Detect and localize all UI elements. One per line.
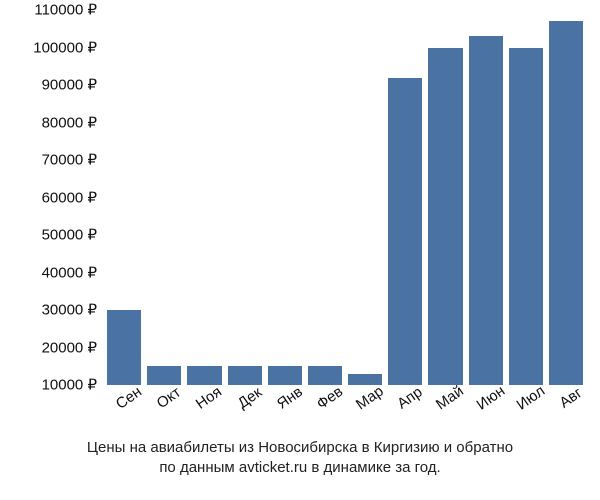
- bar-column: Май: [428, 10, 462, 385]
- bar: [428, 48, 462, 386]
- y-tick-label: 80000 ₽: [42, 115, 97, 130]
- plot-area: СенОктНояДекЯнвФевМарАпрМайИюнИюлАвг 100…: [105, 10, 585, 385]
- x-tick-label: Июн: [473, 382, 508, 413]
- x-tick-label: Май: [433, 383, 467, 414]
- bar: [469, 36, 503, 385]
- bar-column: Ноя: [187, 10, 221, 385]
- x-tick-label: Апр: [394, 383, 425, 412]
- price-chart: СенОктНояДекЯнвФевМарАпрМайИюнИюлАвг 100…: [0, 0, 600, 500]
- caption-line-1: Цены на авиабилеты из Новосибирска в Кир…: [87, 439, 513, 456]
- bar-column: Фев: [308, 10, 342, 385]
- bar-column: Дек: [228, 10, 262, 385]
- bar-column: Сен: [107, 10, 141, 385]
- bar-column: Июн: [469, 10, 503, 385]
- y-tick-label: 30000 ₽: [42, 303, 97, 318]
- chart-caption: Цены на авиабилеты из Новосибирска в Кир…: [0, 438, 600, 479]
- bar-column: Апр: [388, 10, 422, 385]
- bar: [549, 21, 583, 385]
- caption-line-2: по данным avticket.ru в динамике за год.: [159, 459, 440, 476]
- y-tick-label: 100000 ₽: [33, 40, 97, 55]
- x-tick-label: Мар: [353, 383, 387, 414]
- x-tick-label: Окт: [154, 384, 184, 412]
- x-tick-label: Ноя: [193, 383, 225, 413]
- bar: [107, 310, 141, 385]
- bar: [228, 366, 262, 385]
- y-tick-label: 10000 ₽: [42, 378, 97, 393]
- y-tick-label: 60000 ₽: [42, 190, 97, 205]
- bar-column: Янв: [268, 10, 302, 385]
- bar: [509, 48, 543, 386]
- y-tick-label: 110000 ₽: [34, 3, 97, 18]
- x-tick-label: Янв: [274, 383, 306, 412]
- y-tick-label: 90000 ₽: [42, 78, 97, 93]
- bar-column: Июл: [509, 10, 543, 385]
- bar: [268, 366, 302, 385]
- bar-column: Окт: [147, 10, 181, 385]
- x-tick-label: Дек: [234, 384, 264, 412]
- y-tick-label: 50000 ₽: [42, 228, 97, 243]
- y-tick-label: 40000 ₽: [42, 265, 97, 280]
- x-tick-label: Фев: [314, 383, 346, 413]
- bar: [147, 366, 181, 385]
- y-tick-label: 20000 ₽: [42, 340, 97, 355]
- bars-container: СенОктНояДекЯнвФевМарАпрМайИюнИюлАвг: [105, 10, 585, 385]
- bar-column: Мар: [348, 10, 382, 385]
- bar-column: Авг: [549, 10, 583, 385]
- bar: [187, 366, 221, 385]
- y-tick-label: 70000 ₽: [42, 153, 97, 168]
- bar: [388, 78, 422, 386]
- x-tick-label: Авг: [556, 384, 585, 411]
- x-tick-label: Июл: [513, 382, 548, 413]
- x-tick-label: Сен: [113, 383, 145, 413]
- bar: [308, 366, 342, 385]
